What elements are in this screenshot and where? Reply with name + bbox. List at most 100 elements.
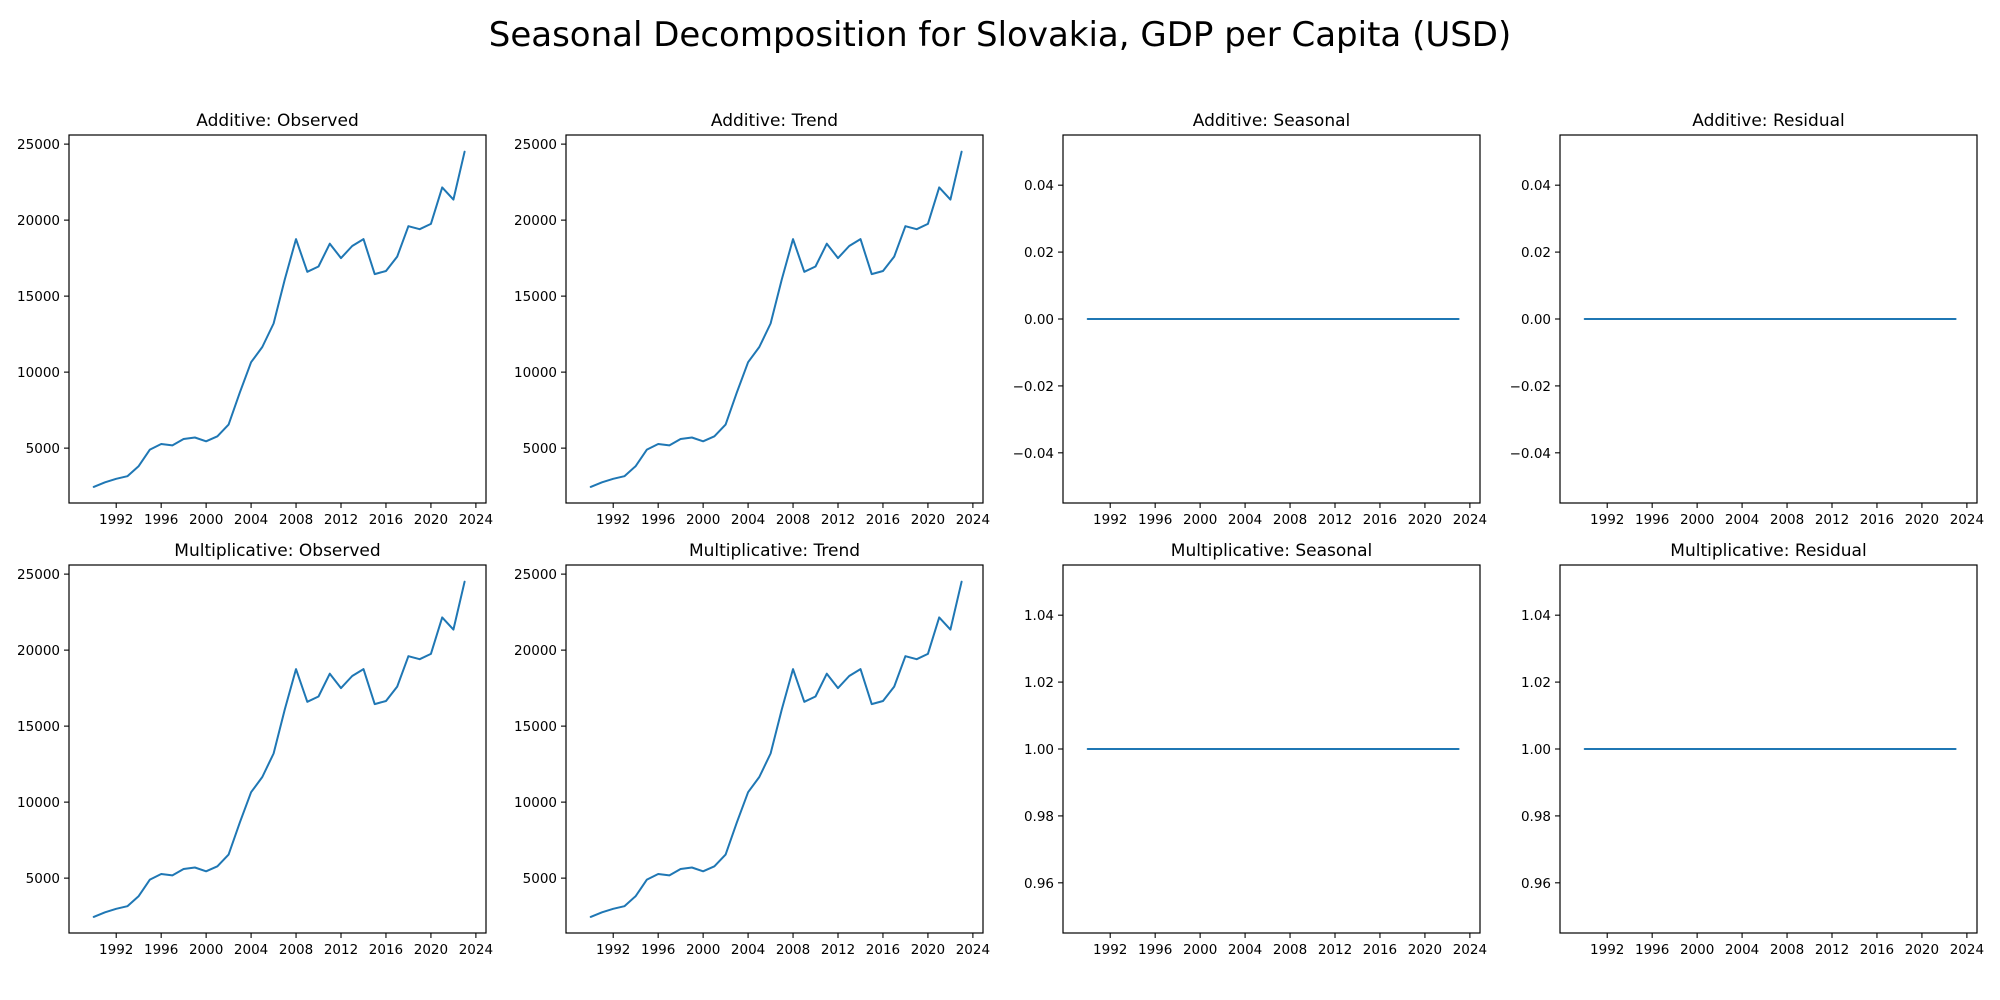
- x-tick-label: 2024: [1950, 942, 1984, 958]
- x-tick-label: 1992: [99, 942, 133, 958]
- x-tick-label: 1996: [1138, 942, 1172, 958]
- y-tick-label: 10000: [514, 795, 557, 811]
- y-tick-label: 20000: [514, 643, 557, 659]
- x-tick-label: 2004: [1725, 512, 1759, 528]
- y-tick-label: 0.98: [1521, 809, 1551, 825]
- series-line: [589, 150, 963, 488]
- x-tick-label: 1992: [99, 512, 133, 528]
- chart-panel: Multiplicative: Observed 1992 1996 2000 2004…: [17, 541, 493, 958]
- y-tick-label: 25000: [514, 567, 557, 583]
- x-tick-label: 2024: [1453, 512, 1487, 528]
- x-tick-label: 1992: [596, 942, 630, 958]
- x-tick-label: 1996: [144, 942, 178, 958]
- x-tick-label: 1992: [1590, 942, 1624, 958]
- x-tick-label: 2020: [1905, 512, 1939, 528]
- x-tick-label: 2020: [414, 512, 448, 528]
- y-tick-label: 5000: [523, 441, 557, 457]
- x-tick-label: 2008: [1273, 512, 1307, 528]
- x-tick-label: 2000: [189, 512, 223, 528]
- x-tick-label: 2004: [731, 512, 765, 528]
- x-tick-label: 2004: [1725, 942, 1759, 958]
- y-tick-label: 0.96: [1024, 876, 1054, 892]
- chart-panel: Multiplicative: Trend 1992 1996 2000 2004 200…: [514, 541, 990, 958]
- x-tick-label: 2000: [1183, 942, 1217, 958]
- panel-title: Additive: Residual: [1692, 111, 1844, 131]
- x-tick-label: 2020: [911, 942, 945, 958]
- x-tick-label: 1996: [144, 512, 178, 528]
- x-tick-label: 2024: [1950, 512, 1984, 528]
- y-tick-label: 0.96: [1521, 876, 1551, 892]
- x-tick-label: 2020: [1408, 512, 1442, 528]
- y-tick-label: 1.04: [1024, 608, 1054, 624]
- y-tick-label: 10000: [17, 795, 60, 811]
- y-tick-label: 0.98: [1024, 809, 1054, 825]
- x-tick-label: 2000: [1680, 942, 1714, 958]
- x-tick-label: 2012: [324, 512, 358, 528]
- x-tick-label: 2004: [731, 942, 765, 958]
- x-tick-label: 2008: [279, 942, 313, 958]
- y-tick-label: −0.04: [1013, 446, 1054, 462]
- y-tick-label: 0.02: [1521, 245, 1551, 261]
- y-tick-label: 0.04: [1521, 178, 1551, 194]
- chart-panel: Multiplicative: Residual 1992 1996 2000 2004…: [1521, 541, 1984, 958]
- chart-panel: Additive: Trend 1992 1996 2000 2004 2008 2012 2…: [514, 111, 990, 528]
- y-tick-label: 5000: [26, 441, 60, 457]
- series-line: [92, 150, 466, 488]
- x-tick-label: 2012: [324, 942, 358, 958]
- x-tick-label: 2016: [1860, 942, 1894, 958]
- x-tick-label: 2020: [414, 942, 448, 958]
- y-tick-label: −0.02: [1013, 379, 1054, 395]
- x-tick-label: 2016: [369, 942, 403, 958]
- x-tick-label: 2024: [1453, 942, 1487, 958]
- chart-panel: Additive: Residual 1992 1996 2000 2004 2008 20…: [1510, 111, 1984, 528]
- axes-frame: [68, 564, 487, 934]
- x-tick-label: 2020: [911, 512, 945, 528]
- x-tick-label: 2000: [686, 942, 720, 958]
- y-tick-label: 1.00: [1521, 742, 1551, 758]
- x-tick-label: 1996: [1138, 512, 1172, 528]
- series-line: [589, 580, 963, 918]
- x-tick-label: 1992: [1590, 512, 1624, 528]
- panel-title: Additive: Trend: [711, 111, 838, 131]
- x-tick-label: 2004: [234, 512, 268, 528]
- x-tick-label: 2004: [1228, 942, 1262, 958]
- x-tick-label: 2012: [1815, 512, 1849, 528]
- x-tick-label: 2016: [1363, 942, 1397, 958]
- y-tick-label: 1.02: [1024, 675, 1054, 691]
- x-tick-label: 2008: [776, 512, 810, 528]
- y-tick-label: 1.04: [1521, 608, 1551, 624]
- x-tick-label: 2024: [459, 942, 493, 958]
- y-tick-label: 15000: [17, 719, 60, 735]
- y-tick-label: 15000: [514, 289, 557, 305]
- x-tick-label: 2000: [686, 512, 720, 528]
- y-tick-label: 1.02: [1521, 675, 1551, 691]
- x-tick-label: 1996: [1635, 512, 1669, 528]
- x-tick-label: 2008: [776, 942, 810, 958]
- x-tick-label: 2008: [1770, 942, 1804, 958]
- panel-grid: Additive: Observed 1992 1996 2000 2004 2008 20…: [17, 111, 1984, 958]
- x-tick-label: 2012: [1815, 942, 1849, 958]
- panel-title: Additive: Seasonal: [1193, 111, 1351, 131]
- y-tick-label: 0.00: [1024, 312, 1054, 328]
- axes-frame: [565, 134, 984, 504]
- y-tick-label: −0.04: [1510, 446, 1551, 462]
- y-tick-label: −0.02: [1510, 379, 1551, 395]
- x-tick-label: 2012: [821, 942, 855, 958]
- x-tick-label: 2000: [189, 942, 223, 958]
- series-line: [92, 580, 466, 918]
- x-tick-label: 2008: [1273, 942, 1307, 958]
- x-tick-label: 2004: [1228, 512, 1262, 528]
- y-tick-label: 25000: [17, 567, 60, 583]
- y-tick-label: 10000: [17, 365, 60, 381]
- axes-frame: [68, 134, 487, 504]
- panel-title: Multiplicative: Residual: [1670, 541, 1866, 561]
- y-tick-label: 0.02: [1024, 245, 1054, 261]
- x-tick-label: 2004: [234, 942, 268, 958]
- y-tick-label: 25000: [514, 137, 557, 153]
- x-tick-label: 2016: [866, 942, 900, 958]
- x-tick-label: 1996: [641, 512, 675, 528]
- y-tick-label: 0.04: [1024, 178, 1054, 194]
- x-tick-label: 2016: [1860, 512, 1894, 528]
- x-tick-label: 2016: [866, 512, 900, 528]
